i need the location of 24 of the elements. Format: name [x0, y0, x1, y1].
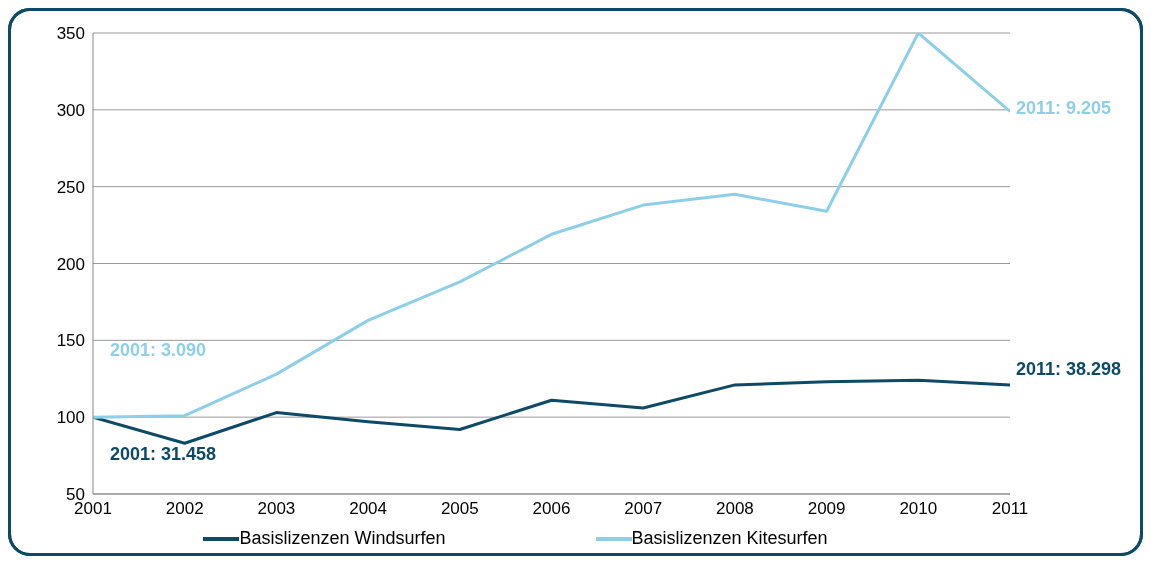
- x-tick-label: 2004: [349, 499, 388, 519]
- x-tick-label: 2010: [899, 499, 938, 519]
- text: 2011: 9.205: [1016, 98, 1112, 119]
- y-tick-label: 350: [56, 24, 85, 44]
- y-tick-label: 300: [56, 100, 85, 120]
- y-tick-label: 150: [56, 331, 85, 351]
- x-tick-label: 2005: [440, 499, 479, 519]
- x-tick-label: 2003: [257, 499, 296, 519]
- y-tick-label: 250: [56, 177, 85, 197]
- legend-label: Basislizenzen Windsurfen: [238, 528, 446, 549]
- x-tick-label: 2009: [807, 499, 846, 519]
- x-tick-label: 2006: [532, 499, 571, 519]
- y-tick-label: 200: [56, 254, 85, 274]
- line-series: [93, 378, 1010, 445]
- line-series: [93, 33, 1010, 419]
- legend-label: Basislizenzen Kitesurfen: [630, 528, 828, 549]
- annotation: 2001: 31.458: [110, 444, 217, 465]
- x-tick-label: 2011: [991, 499, 1029, 519]
- y-tick-label: 100: [56, 408, 85, 428]
- x-tick-label: 2002: [165, 499, 204, 519]
- x-tick-label: 2008: [715, 499, 754, 519]
- text: 2011: 38.298: [1016, 359, 1122, 380]
- x-tick-label: 2007: [624, 499, 663, 519]
- annotation: 2001: 3.090: [110, 340, 207, 361]
